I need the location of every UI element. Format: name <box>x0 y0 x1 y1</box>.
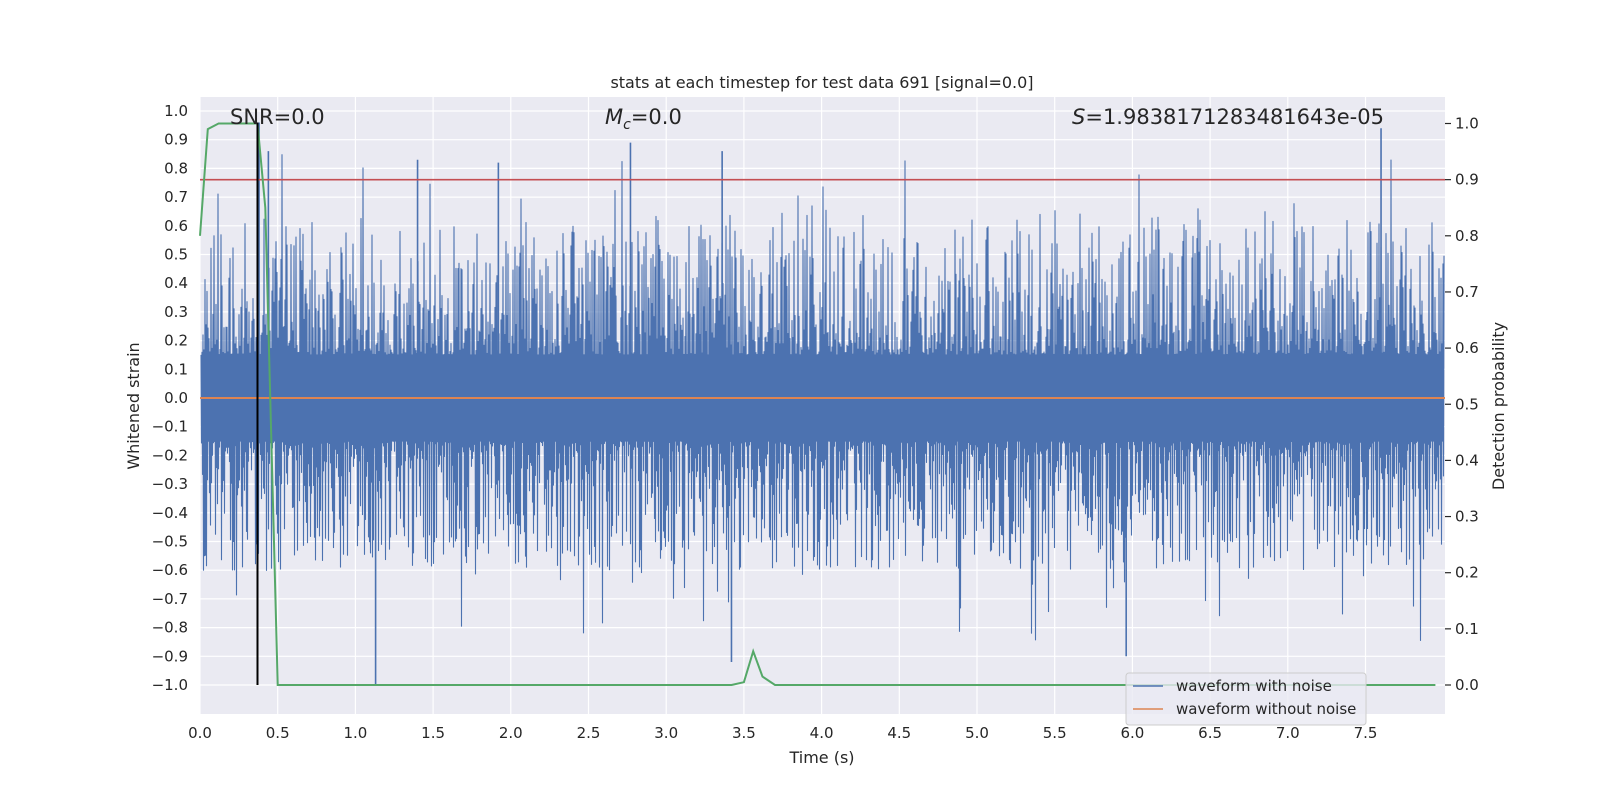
x-tick-label: 2.5 <box>577 724 601 742</box>
y-axis-label: Whitened strain <box>124 342 143 469</box>
axes-layer: 0.0 0.5 1.0 1.5 2.0 2.5 3.0 3.5 4.0 4.5 5.0 5.5 6.0 6… <box>152 102 1479 742</box>
y-tick-label: 0.6 <box>164 217 188 235</box>
y-tick-label: 0.2 <box>164 332 188 350</box>
y-tick-label: −0.3 <box>152 475 188 493</box>
y-tick-label: −0.7 <box>152 590 188 608</box>
y-tick-label: −0.4 <box>152 504 188 522</box>
mc-annotation: Mc=0.0 <box>605 105 682 133</box>
y2-tick-label: 0.9 <box>1455 171 1479 189</box>
legend-label-clean: waveform without noise <box>1176 700 1356 718</box>
legend: waveform with noise waveform without noi… <box>1125 672 1367 726</box>
y-tick-label: 0.4 <box>164 274 188 292</box>
y2-tick-label: 0.6 <box>1455 339 1479 357</box>
y-tick-label: 0.1 <box>164 360 188 378</box>
noise-waveform-line <box>200 154 1445 642</box>
y-tick-label: 0.8 <box>164 159 188 177</box>
y-tick-label: −1.0 <box>152 676 188 694</box>
y-tick-label: −0.1 <box>152 418 188 436</box>
y2-tick-label: 1.0 <box>1455 115 1479 133</box>
y2-tick-label: 0.0 <box>1455 676 1479 694</box>
y-tick-label: 0.7 <box>164 188 188 206</box>
snr-annotation: SNR=0.0 <box>230 105 325 129</box>
x-tick-label: 2.0 <box>499 724 523 742</box>
x-tick-label: 6.5 <box>1198 724 1222 742</box>
x-tick-label: 4.5 <box>887 724 911 742</box>
y2-tick-label: 0.4 <box>1455 451 1479 469</box>
noise-waveform-layer <box>200 122 1445 685</box>
x-tick-label: 1.5 <box>421 724 445 742</box>
x-tick-label: 0.0 <box>188 724 212 742</box>
lines-layer <box>199 122 1445 686</box>
detection-probability-line <box>199 122 1436 686</box>
x-tick-label: 5.0 <box>965 724 989 742</box>
y2-tick-label: 0.5 <box>1455 395 1479 413</box>
x-tick-label: 7.0 <box>1276 724 1300 742</box>
y-tick-label: 0.5 <box>164 246 188 264</box>
s-annotation: S=1.9838171283481643e-05 <box>1072 105 1384 129</box>
y2-axis-label: Detection probability <box>1489 322 1508 490</box>
x-tick-label: 0.5 <box>266 724 290 742</box>
legend-label-noise: waveform with noise <box>1176 677 1332 695</box>
y-tick-label: −0.6 <box>152 561 188 579</box>
x-axis-label: Time (s) <box>788 748 854 767</box>
y-tick-label: −0.9 <box>152 647 188 665</box>
y2-tick-label: 0.3 <box>1455 508 1479 526</box>
x-tick-label: 7.5 <box>1354 724 1378 742</box>
x-tick-label: 1.0 <box>343 724 367 742</box>
y-tick-label: 0.0 <box>164 389 188 407</box>
x-tick-label: 3.5 <box>732 724 756 742</box>
y-tick-label: −0.8 <box>152 619 188 637</box>
y2-tick-label: 0.2 <box>1455 564 1479 582</box>
y2-tick-label: 0.1 <box>1455 620 1479 638</box>
y2-tick-label: 0.8 <box>1455 227 1479 245</box>
legend-box <box>1125 672 1367 726</box>
x-tick-label: 6.0 <box>1120 724 1144 742</box>
y2-tick-label: 0.7 <box>1455 283 1479 301</box>
y-tick-label: 0.9 <box>164 131 188 149</box>
y-tick-label: 1.0 <box>164 102 188 120</box>
y-tick-label: −0.2 <box>152 446 188 464</box>
chart-title: stats at each timestep for test data 691… <box>610 73 1033 92</box>
x-tick-label: 4.0 <box>810 724 834 742</box>
y-tick-label: 0.3 <box>164 303 188 321</box>
x-tick-label: 5.5 <box>1043 724 1067 742</box>
x-tick-label: 3.0 <box>654 724 678 742</box>
y-tick-label: −0.5 <box>152 533 188 551</box>
